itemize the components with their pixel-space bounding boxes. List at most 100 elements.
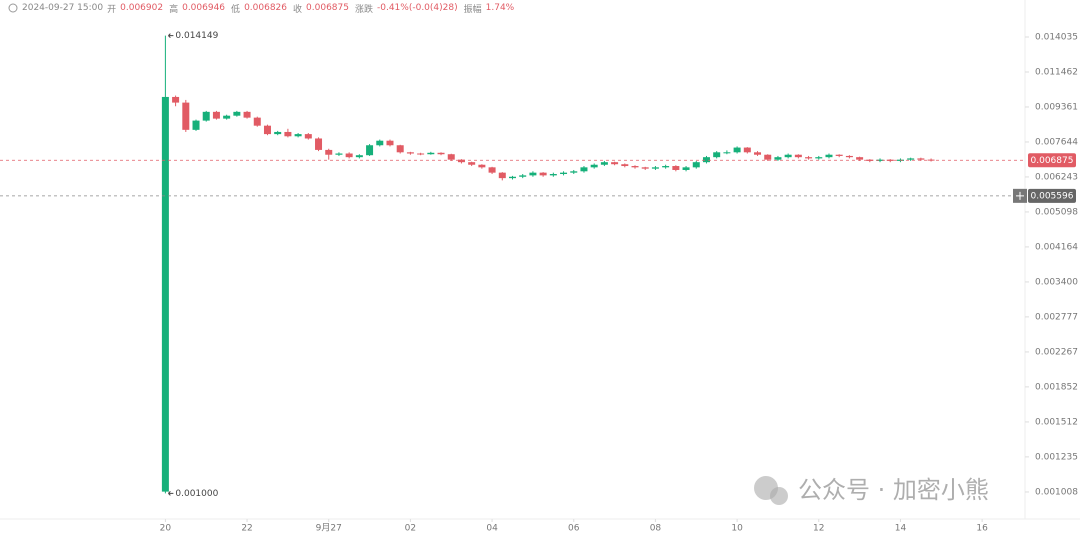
candle-body: [907, 158, 915, 160]
candle-body: [692, 162, 700, 168]
watermark: 公众号 · 加密小熊: [798, 476, 989, 504]
candle-body: [600, 162, 608, 165]
header-time: 2024-09-27 15:00: [22, 3, 104, 13]
candle-body: [682, 167, 690, 170]
candle-body: [713, 152, 721, 158]
candle-body: [743, 147, 751, 153]
min-annotation: 0.001000: [175, 489, 218, 499]
candle-body: [233, 111, 241, 116]
candle-body: [447, 154, 455, 160]
x-tick-label: 08: [650, 524, 662, 534]
candle-body: [754, 152, 762, 155]
candle-body: [274, 131, 282, 135]
x-tick-label: 22: [241, 524, 252, 534]
candle-body: [396, 145, 404, 153]
candle-body: [488, 167, 496, 173]
candle-body: [641, 167, 649, 169]
candle-body: [192, 120, 200, 130]
header-label: 振幅: [463, 4, 482, 15]
y-tick-label: 0.002267: [1035, 347, 1078, 357]
candle-body: [325, 149, 333, 155]
candle-body: [815, 157, 823, 159]
max-arrow: [168, 33, 174, 38]
candle-body: [805, 157, 813, 159]
crosshair-plus: [1016, 191, 1024, 200]
header-icon: [8, 3, 18, 13]
candle-body: [457, 159, 465, 163]
candle-body: [223, 115, 231, 119]
candle-body: [366, 145, 374, 156]
y-tick-label: 0.001008: [1035, 487, 1078, 497]
x-tick-label: 02: [405, 524, 416, 534]
candle-body: [519, 175, 527, 177]
candle-body: [764, 154, 772, 160]
header-value: 1.74%: [485, 3, 515, 13]
candle-body: [570, 171, 578, 173]
header-label: 涨跌: [354, 4, 373, 15]
y-tick-label: 0.001235: [1035, 452, 1078, 462]
crosshair-price-box: [1028, 188, 1076, 203]
x-tick-label: 9月27: [316, 523, 342, 534]
candle-body: [876, 159, 884, 161]
candle-body: [856, 157, 864, 160]
candle-body: [651, 167, 659, 169]
candle-body: [427, 152, 435, 155]
candle-body: [468, 162, 476, 165]
candle-body: [580, 167, 588, 172]
candle-body: [478, 164, 486, 168]
candle-body: [784, 154, 792, 158]
header-value: 0.006826: [244, 3, 288, 13]
candle-body: [263, 125, 271, 135]
candle-body: [304, 134, 312, 139]
y-tick-label: 0.002777: [1035, 312, 1078, 322]
y-tick-label: 0.001852: [1035, 382, 1078, 392]
header-value: 0.006946: [182, 3, 226, 13]
candle-body: [733, 147, 741, 153]
candle-body: [723, 152, 731, 154]
candle-body: [560, 172, 568, 175]
header-value: -0.41%(-0.0(4)28): [377, 3, 458, 13]
y-tick-label: 0.006243: [1035, 172, 1078, 182]
header-label: 低: [231, 4, 241, 15]
candle-body: [845, 155, 853, 158]
candle-body: [315, 138, 323, 150]
candle-body: [172, 96, 180, 103]
header-value: 0.006902: [120, 3, 164, 13]
candle-body: [529, 172, 537, 176]
candle-body: [437, 152, 445, 155]
candle-body: [774, 157, 782, 160]
candle-body: [590, 164, 598, 168]
y-tick-label: 0.004164: [1035, 242, 1078, 252]
candle-body: [376, 140, 384, 146]
candle-body: [662, 166, 670, 168]
candle-body: [417, 153, 425, 155]
header-label: 收: [293, 4, 303, 15]
last-price-box: [1028, 153, 1076, 168]
candle-body: [917, 158, 925, 160]
y-tick-label: 0.001512: [1035, 417, 1078, 427]
candle-body: [243, 111, 251, 118]
candle-body: [355, 155, 363, 158]
candle-body: [835, 154, 843, 156]
header-label: 开: [107, 4, 117, 15]
candle-body: [335, 153, 343, 155]
candle-body: [294, 134, 302, 137]
x-tick-label: 06: [568, 524, 580, 534]
candle-body: [212, 111, 220, 119]
candle-body: [498, 172, 506, 179]
x-tick-label: 14: [895, 524, 907, 534]
x-tick-label: 10: [731, 524, 743, 534]
y-tick-label: 0.005098: [1035, 207, 1078, 217]
candle-body: [182, 102, 190, 130]
candle-body: [406, 152, 414, 154]
crosshair-price-label: 0.005596: [1031, 191, 1074, 201]
candle-body: [509, 176, 516, 179]
y-tick-label: 0.009361: [1035, 102, 1078, 112]
x-tick-label: 20: [160, 524, 172, 534]
y-tick-label: 0.011462: [1035, 67, 1078, 77]
y-tick-label: 0.003400: [1035, 277, 1078, 287]
candle-body: [161, 96, 169, 492]
candle-body: [621, 164, 629, 167]
candle-body: [345, 153, 353, 158]
